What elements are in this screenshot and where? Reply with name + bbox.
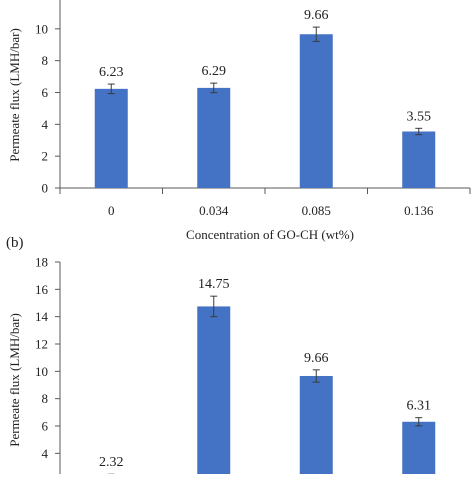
chart-a-data-label: 9.66 <box>304 8 329 23</box>
chart-b-y-tick-label: 8 <box>42 391 49 406</box>
chart-a-x-tick-label: 0 <box>108 203 115 218</box>
chart-a-bar <box>402 131 436 188</box>
chart-a-data-label: 3.55 <box>407 109 432 124</box>
chart-a-data-label: 6.23 <box>99 65 124 80</box>
chart-b: 4 6 8 10 12 14 16 18 2.32 14.75 9.66 6.31 <box>35 255 436 479</box>
chart-a-bar <box>299 34 333 189</box>
chart-b-data-label: 9.66 <box>304 351 329 366</box>
chart-a-x-tick-label: 0.085 <box>302 203 331 218</box>
chart-b-y-tick-label: 14 <box>35 309 49 324</box>
chart-b-y-tick-label: 10 <box>35 364 48 379</box>
chart-a-y-tick-label: 0 <box>42 181 49 196</box>
chart-b-y-tick-label: 6 <box>42 419 49 434</box>
chart-a-y-tick-label: 6 <box>42 85 49 100</box>
chart-a-y-tick-label: 4 <box>42 117 49 132</box>
chart-a-y-axis-title: Permeate flux (LMH/bar) <box>7 28 22 162</box>
chart-b-y-tick-label: 4 <box>42 446 49 461</box>
chart-a-y-tick-label: 2 <box>42 149 49 164</box>
chart-b-bar <box>299 375 333 474</box>
chart-b-data-label: 2.32 <box>99 455 124 470</box>
chart-b-data-label: 14.75 <box>198 277 230 292</box>
chart-a-bar <box>197 87 231 188</box>
chart-b-panel-label: (b) <box>6 235 24 251</box>
chart-a: 0 2 4 6 8 10 6.23 0 6.29 0.034 9.66 0.085 3.55 0.136 <box>35 0 471 218</box>
chart-a-x-tick-label: 0.034 <box>199 203 229 218</box>
chart-a-data-label: 6.29 <box>202 64 227 79</box>
chart-a-x-axis-title: Concentration of GO-CH (wt%) <box>186 227 354 242</box>
chart-b-data-label: 6.31 <box>407 399 432 414</box>
chart-b-bar <box>402 421 436 474</box>
chart-a-bar <box>94 88 128 188</box>
chart-b-y-tick-label: 18 <box>35 255 48 270</box>
chart-b-bar <box>197 306 231 474</box>
chart-a-y-tick-label: 8 <box>42 53 49 68</box>
chart-b-y-tick-label: 12 <box>35 337 48 352</box>
chart-b-y-axis-title: Permeate flux (LMH/bar) <box>7 313 22 447</box>
chart-a-y-tick-label: 10 <box>35 21 48 36</box>
chart-a-x-tick-label: 0.136 <box>404 203 434 218</box>
chart-b-y-tick-label: 16 <box>35 282 49 297</box>
